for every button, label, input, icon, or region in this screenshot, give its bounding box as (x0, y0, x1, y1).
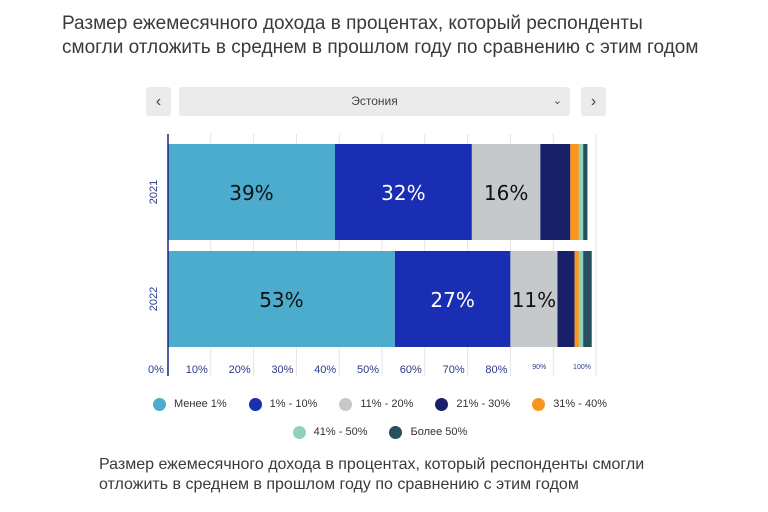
data-label: 27% (430, 288, 474, 312)
previous-button[interactable]: ‹ (146, 87, 171, 116)
bar-segment (334, 144, 472, 240)
legend-label: 21% - 30% (456, 398, 511, 410)
bar-segment (570, 144, 579, 240)
bar-segment (471, 144, 541, 240)
data-label: 39% (229, 181, 273, 205)
data-label: 32% (381, 181, 425, 205)
legend-item[interactable]: 21% - 30% (435, 396, 510, 412)
legend-label: 31% - 40% (553, 398, 607, 410)
legend-item[interactable]: Более 50% (389, 424, 467, 440)
chart-legend: Менее 1% 1% - 10% 11% - 20% 21% - 30% 31% - … (150, 396, 610, 440)
bar-segment (168, 144, 335, 240)
next-button[interactable]: › (581, 87, 606, 116)
bar-segment (557, 251, 575, 347)
chart-caption: Размер ежемесячного дохода в процентах, … (99, 456, 645, 493)
legend-label: Менее 1% (174, 398, 227, 410)
legend-item[interactable]: 1% - 10% (248, 396, 318, 412)
legend-swatch (153, 397, 166, 411)
data-label: 53% (259, 288, 303, 312)
x-tick-label: 90% (532, 364, 546, 371)
chevron-right-icon: › (590, 92, 597, 110)
x-tick-label: 30% (271, 364, 293, 376)
legend-item[interactable]: Менее 1% (153, 396, 227, 412)
country-select[interactable]: Эстония ⌄ (179, 87, 570, 116)
chevron-left-icon: ‹ (155, 92, 162, 110)
legend-item[interactable]: 11% - 20% (339, 396, 413, 412)
legend-item[interactable]: 31% - 40% (532, 396, 607, 412)
data-label: 16% (484, 181, 528, 205)
bar-segment (583, 251, 592, 347)
legend-swatch (339, 397, 353, 411)
bar-segment (574, 251, 579, 347)
legend-swatch (532, 397, 546, 411)
country-select-label: Эстония (351, 94, 398, 108)
bar-segment (583, 144, 588, 240)
category-label: 2021 (148, 180, 160, 204)
x-tick-label: 0% (148, 364, 164, 376)
legend-swatch (248, 397, 262, 411)
bar-segment (578, 144, 584, 240)
x-tick-label: 50% (357, 364, 379, 376)
legend-swatch (435, 397, 449, 411)
legend-item[interactable]: 41% - 50% (292, 424, 368, 440)
legend-swatch (389, 425, 403, 439)
data-label: 11% (512, 288, 556, 312)
chart-title: Размер ежемесячного дохода в процентах, … (62, 13, 699, 58)
legend-label: Более 50% (410, 426, 468, 438)
legend-label: 11% - 20% (360, 398, 414, 410)
bar-segment (540, 144, 571, 240)
x-tick-label: 70% (443, 364, 465, 376)
legend-swatch (292, 425, 306, 439)
bar-segment (578, 251, 584, 347)
legend-label: 1% - 10% (269, 398, 318, 410)
bar-segment (394, 251, 511, 347)
category-label: 2022 (148, 287, 160, 311)
x-tick-label: 100% (573, 364, 591, 371)
legend-label: 41% - 50% (313, 426, 368, 438)
chevron-down-icon: ⌄ (552, 95, 562, 107)
x-tick-label: 20% (229, 364, 251, 376)
bar-segment (168, 251, 395, 347)
x-tick-label: 80% (485, 364, 507, 376)
x-tick-label: 60% (400, 364, 422, 376)
bar-segment (510, 251, 558, 347)
x-tick-label: 10% (186, 364, 208, 376)
x-tick-label: 40% (314, 364, 336, 376)
